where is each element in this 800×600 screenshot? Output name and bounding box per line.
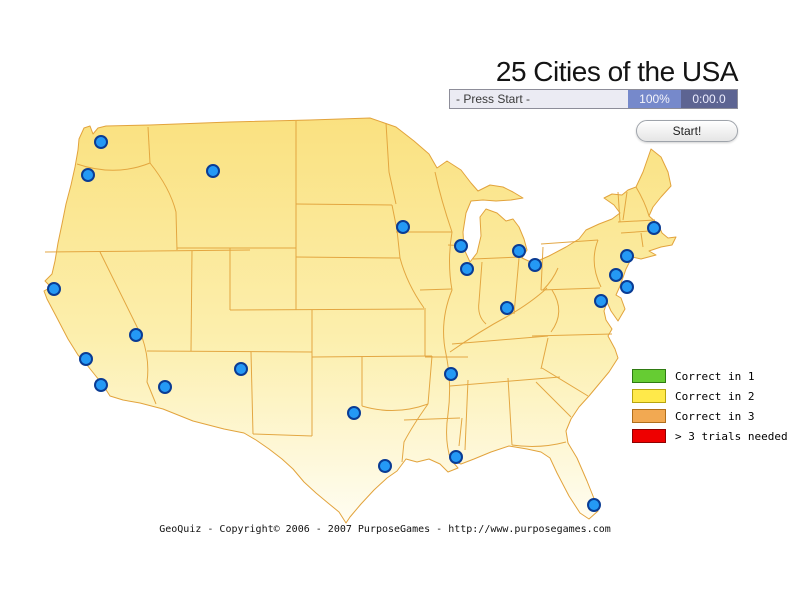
city-marker[interactable] [79,352,93,366]
city-marker[interactable] [587,498,601,512]
legend: Correct in 1 Correct in 2 Correct in 3 >… [632,369,788,449]
timer: 0:00.0 [681,90,737,108]
city-marker[interactable] [206,164,220,178]
city-marker[interactable] [454,239,468,253]
legend-swatch-correct-3 [632,409,666,423]
status-label: - Press Start - [450,90,628,108]
page-title: 25 Cities of the USA [495,56,739,87]
city-marker[interactable] [378,459,392,473]
city-marker[interactable] [512,244,526,258]
status-bar: - Press Start - 100% 0:00.0 [449,89,738,109]
city-marker[interactable] [94,378,108,392]
legend-item: > 3 trials needed [632,429,788,443]
legend-label: > 3 trials needed [675,429,788,443]
legend-label: Correct in 3 [675,409,755,423]
city-marker[interactable] [620,280,634,294]
legend-label: Correct in 2 [675,389,755,403]
city-marker[interactable] [449,450,463,464]
city-marker[interactable] [528,258,542,272]
city-marker[interactable] [460,262,474,276]
city-marker[interactable] [81,168,95,182]
city-marker[interactable] [594,294,608,308]
city-marker[interactable] [500,301,514,315]
city-marker[interactable] [444,367,458,381]
city-marker[interactable] [396,220,410,234]
city-marker[interactable] [609,268,623,282]
legend-swatch-correct-2 [632,389,666,403]
legend-item: Correct in 1 [632,369,788,383]
legend-swatch-correct-1 [632,369,666,383]
legend-label: Correct in 1 [675,369,755,383]
city-marker[interactable] [347,406,361,420]
footer-credit: GeoQuiz - Copyright© 2006 - 2007 Purpose… [159,524,611,535]
legend-item: Correct in 3 [632,409,788,423]
city-marker[interactable] [158,380,172,394]
city-marker[interactable] [620,249,634,263]
city-marker[interactable] [47,282,61,296]
usa-outline [43,117,677,524]
state-borders [44,121,656,463]
city-marker[interactable] [94,135,108,149]
legend-item: Correct in 2 [632,389,788,403]
legend-swatch-more-than-3 [632,429,666,443]
city-marker[interactable] [129,328,143,342]
city-marker[interactable] [234,362,248,376]
city-marker[interactable] [647,221,661,235]
progress-percent: 100% [628,90,681,108]
start-button[interactable]: Start! [636,120,738,142]
